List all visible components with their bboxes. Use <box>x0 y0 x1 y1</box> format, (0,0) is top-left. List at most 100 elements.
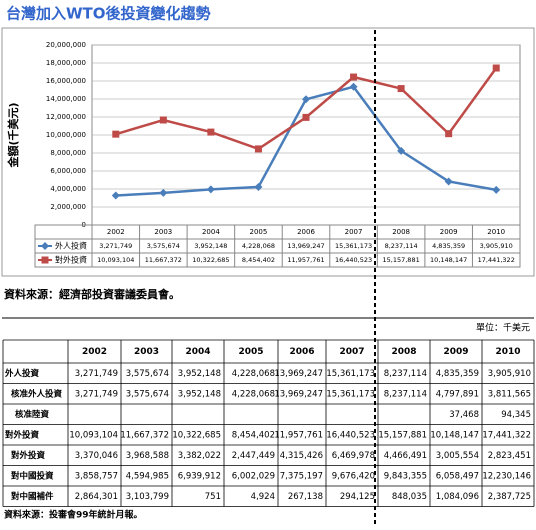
point <box>492 185 501 194</box>
row-label: 核准陸資 <box>15 409 50 420</box>
table-cell: 3,382,022 <box>178 451 221 461</box>
table-unit: 單位：千美元 <box>476 322 530 334</box>
table-header: 2007 <box>339 347 364 357</box>
table-cell: 3,575,674 <box>126 389 169 399</box>
value-label: 3,271,749 <box>99 242 132 250</box>
table-cell: 4,924 <box>251 492 275 502</box>
y-tick-label: 14,000,000 <box>46 95 86 103</box>
page-title: 台灣加入WTO後投資變化趨勢 <box>6 5 211 23</box>
table-cell: 3,952,148 <box>178 389 221 399</box>
table-cell: 267,138 <box>288 492 323 502</box>
table-cell: 3,952,148 <box>178 369 221 379</box>
x-tick-label: 2005 <box>250 228 268 236</box>
point <box>159 188 168 197</box>
table-cell: 3,968,588 <box>126 451 169 461</box>
table-cell: 8,237,114 <box>384 369 427 379</box>
point <box>349 82 358 91</box>
y-tick-label: 12,000,000 <box>46 113 86 121</box>
table-cell: 10,322,685 <box>172 430 221 440</box>
value-label: 4,835,359 <box>432 242 465 250</box>
x-tick-label: 2003 <box>154 228 172 236</box>
table-cell: 11,667,372 <box>120 430 169 440</box>
point <box>254 145 262 153</box>
table-cell: 9,843,355 <box>384 471 427 481</box>
value-label: 15,157,881 <box>383 256 420 264</box>
value-label: 10,322,685 <box>192 256 229 264</box>
table-cell: 4,835,359 <box>436 369 479 379</box>
table-cell: 13,969,247 <box>274 389 323 399</box>
table-cell: 37,468 <box>449 410 479 420</box>
table-cell: 2,387,725 <box>488 492 531 502</box>
table-cell: 3,575,674 <box>126 369 169 379</box>
point <box>492 64 500 72</box>
y-tick-label: 4,000,000 <box>50 185 86 193</box>
table-cell: 15,361,173 <box>326 369 375 379</box>
point <box>302 95 310 104</box>
table-cell: 3,271,749 <box>75 369 118 379</box>
point <box>302 113 310 121</box>
row-label: 對中國補件 <box>11 491 54 502</box>
table-cell: 294,125 <box>340 492 375 502</box>
value-label: 4,228,068 <box>242 242 275 250</box>
table-cell: 6,002,029 <box>232 471 275 481</box>
table-cell: 10,148,147 <box>430 430 479 440</box>
y-tick-label: 8,000,000 <box>50 149 86 157</box>
value-label: 15,361,173 <box>335 242 372 250</box>
point <box>444 177 453 186</box>
value-label: 13,969,247 <box>287 242 324 250</box>
x-tick-label: 2004 <box>202 228 220 236</box>
table-cell: 6,058,497 <box>436 471 479 481</box>
table-header: 2010 <box>495 347 520 357</box>
table-cell: 8,454,402 <box>232 430 275 440</box>
y-tick-label: 10,000,000 <box>46 131 86 139</box>
table-cell: 8,237,114 <box>384 389 427 399</box>
chart-source: 資料來源：經濟部投資審議委員會。 <box>4 287 180 301</box>
table-cell: 15,157,881 <box>378 430 427 440</box>
table-cell: 4,228,068 <box>232 369 275 379</box>
y-tick-label: 2,000,000 <box>50 203 86 211</box>
table-cell: 3,005,554 <box>436 451 479 461</box>
table-cell: 3,370,046 <box>75 451 118 461</box>
table-cell: 4,594,985 <box>126 471 169 481</box>
table-cell: 6,469,978 <box>332 451 375 461</box>
table-cell: 1,084,096 <box>436 492 479 502</box>
row-label: 對外投資 <box>11 450 46 461</box>
y-tick-label: 6,000,000 <box>50 167 86 175</box>
value-label: 3,952,148 <box>194 242 227 250</box>
value-label: 8,454,402 <box>242 256 275 264</box>
legend-marker <box>41 242 49 250</box>
row-label: 核准外人投資 <box>11 388 63 399</box>
value-label: 11,957,761 <box>287 256 324 264</box>
table-header: 2004 <box>185 347 210 357</box>
point <box>112 130 120 138</box>
table-cell: 3,811,565 <box>488 389 531 399</box>
table-cell: 10,093,104 <box>69 430 118 440</box>
table-cell: 94,345 <box>501 410 531 420</box>
table-cell: 15,361,173 <box>326 389 375 399</box>
table-cell: 3,905,910 <box>488 369 531 379</box>
point <box>207 128 215 136</box>
row-label: 對外投資 <box>5 429 40 440</box>
value-label: 3,905,910 <box>480 242 513 250</box>
point <box>350 73 358 81</box>
table-cell: 11,957,761 <box>274 430 323 440</box>
value-label: 16,440,523 <box>335 256 372 264</box>
x-tick-label: 2010 <box>487 228 505 236</box>
x-tick-label: 2008 <box>392 228 410 236</box>
table-cell: 4,228,068 <box>232 389 275 399</box>
value-label: 10,148,147 <box>430 256 467 264</box>
table-cell: 13,969,247 <box>274 369 323 379</box>
value-label: 11,667,372 <box>145 256 182 264</box>
point <box>397 85 405 93</box>
table-header: 2002 <box>82 347 107 357</box>
table-header: 2003 <box>134 347 159 357</box>
table-cell: 9,676,420 <box>332 471 375 481</box>
table-header: 2005 <box>238 347 263 357</box>
table-cell: 3,271,749 <box>75 389 118 399</box>
point <box>254 182 263 191</box>
x-tick-label: 2009 <box>440 228 458 236</box>
table-cell: 2,864,301 <box>75 492 118 502</box>
table-cell: 7,375,197 <box>280 471 323 481</box>
table-cell: 4,315,426 <box>280 451 323 461</box>
